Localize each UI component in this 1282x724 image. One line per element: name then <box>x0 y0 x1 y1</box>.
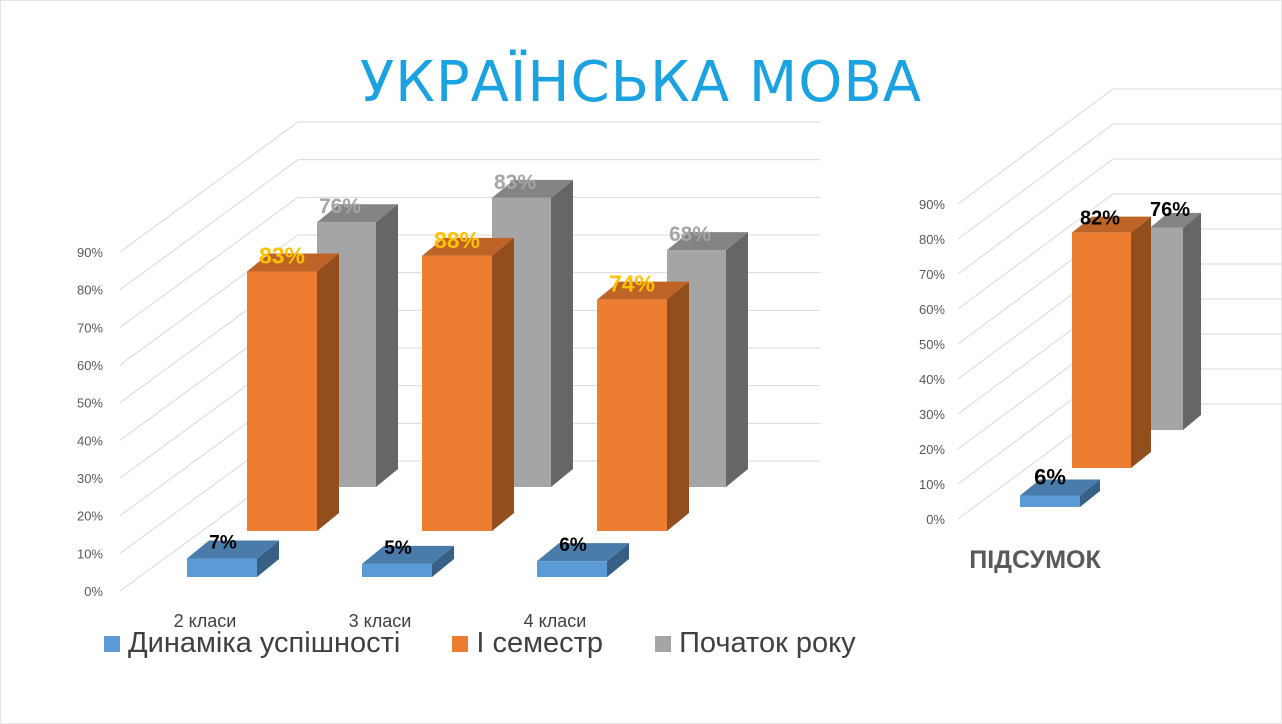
bar-dynamics-top <box>187 540 279 559</box>
chart-legend: Динаміка успішності І семестр Початок ро… <box>104 627 908 660</box>
y-tick-label: 40% <box>919 372 945 387</box>
bar-semester <box>247 253 339 531</box>
x-tick-label: 3 класи <box>349 611 412 631</box>
bar-dynamics <box>1020 479 1100 507</box>
legend-item-start: Початок року <box>655 627 856 660</box>
y-tick-label: 90% <box>919 197 945 212</box>
bar-dynamics-side <box>257 540 279 577</box>
y-tick-label: 70% <box>919 267 945 282</box>
bar-dynamics-side <box>607 543 629 577</box>
data-label-dynamics: 6% <box>559 535 587 556</box>
bar-semester-side <box>492 237 514 531</box>
bar-semester-front <box>1072 232 1131 468</box>
bar-semester-top <box>597 281 689 300</box>
bar-semester-top <box>247 253 339 272</box>
gridline-depth <box>957 193 1114 310</box>
y-tick-label: 80% <box>919 232 945 247</box>
legend-item-dynamics: Динаміка успішності <box>104 627 400 660</box>
bar-dynamics-front <box>187 558 257 577</box>
bar-semester <box>422 237 514 531</box>
y-tick-label: 30% <box>77 471 103 486</box>
data-label-semester: 83% <box>259 243 305 269</box>
y-tick-label: 60% <box>919 302 945 317</box>
data-label-dynamics: 7% <box>209 533 237 554</box>
bar-semester-front <box>247 271 317 531</box>
y-tick-label: 0% <box>84 584 103 599</box>
bar-start <box>1150 212 1201 430</box>
data-label-start: 68% <box>669 223 711 246</box>
data-label-start: 83% <box>494 171 536 194</box>
bar-dynamics-top <box>537 543 629 562</box>
bar-semester-side <box>1131 216 1151 468</box>
bar-start-top <box>317 204 398 223</box>
y-tick-label: 70% <box>77 320 103 335</box>
bar-semester-side <box>317 253 339 531</box>
legend-label: Динаміка успішності <box>128 627 401 659</box>
bar-start-top <box>1150 212 1201 228</box>
y-tick-label: 20% <box>919 442 945 457</box>
bar-semester-top <box>422 237 514 256</box>
gridline-depth <box>119 159 299 291</box>
y-tick-label: 10% <box>919 477 945 492</box>
y-tick-label: 30% <box>919 407 945 422</box>
bar-semester <box>1072 216 1151 468</box>
y-tick-label: 50% <box>919 337 945 352</box>
bar-dynamics-side <box>432 545 454 577</box>
bar-dynamics-top <box>1020 479 1100 496</box>
bar-semester-side <box>667 281 689 531</box>
y-tick-label: 20% <box>77 509 103 524</box>
x-tick-label: 4 класи <box>524 611 587 631</box>
bar-semester-front <box>597 299 667 531</box>
bar-start-front <box>1150 227 1183 430</box>
y-tick-label: 0% <box>926 512 945 527</box>
bar-semester-front <box>422 255 492 531</box>
legend-swatch-orange <box>452 635 469 652</box>
gridline-depth <box>957 88 1114 205</box>
y-tick-label: 50% <box>77 396 103 411</box>
gridline-depth <box>119 121 299 253</box>
gridline-depth <box>957 123 1114 240</box>
bar-start-top <box>492 179 573 198</box>
data-label-semester: 88% <box>434 227 480 253</box>
bar-dynamics <box>362 545 454 577</box>
bar-dynamics-front <box>362 563 432 577</box>
bar-start-side <box>551 179 573 488</box>
bar-start-top <box>667 232 748 251</box>
data-label-start: 76% <box>319 195 361 218</box>
legend-swatch-gray <box>655 635 672 652</box>
data-label-semester: 82% <box>1080 208 1120 230</box>
bar-dynamics <box>187 540 279 577</box>
y-tick-label: 80% <box>77 283 103 298</box>
bar-semester-top <box>1072 216 1151 233</box>
data-label-dynamics: 5% <box>384 538 412 559</box>
bar-semester <box>597 281 689 531</box>
y-tick-label: 40% <box>77 433 103 448</box>
y-tick-label: 60% <box>77 358 103 373</box>
bar-start-side <box>1183 212 1201 430</box>
bar-dynamics <box>537 543 629 577</box>
gridline-depth <box>957 158 1114 275</box>
gridline-depth <box>119 196 299 328</box>
y-tick-label: 10% <box>77 546 103 561</box>
bar-start-side <box>726 232 748 487</box>
bar-dynamics-top <box>362 545 454 564</box>
bar-start-side <box>376 204 398 487</box>
data-label-start: 76% <box>1150 199 1190 221</box>
x-tick-label: 2 класи <box>174 611 237 631</box>
legend-label: Початок року <box>679 627 856 659</box>
chart-title: УКРАЇНСЬКА МОВА <box>359 50 923 115</box>
bar-dynamics-side <box>1080 479 1100 507</box>
data-label-semester: 74% <box>609 271 655 297</box>
bar-dynamics-front <box>1020 495 1080 507</box>
legend-label: І семестр <box>476 627 604 659</box>
legend-swatch-blue <box>104 635 120 652</box>
legend-item-semester: І семестр <box>452 627 603 660</box>
x-tick-label: ПІДСУМОК <box>969 546 1101 574</box>
bar-dynamics-front <box>537 561 607 577</box>
data-label-dynamics: 6% <box>1034 464 1066 489</box>
y-tick-label: 90% <box>77 245 103 260</box>
